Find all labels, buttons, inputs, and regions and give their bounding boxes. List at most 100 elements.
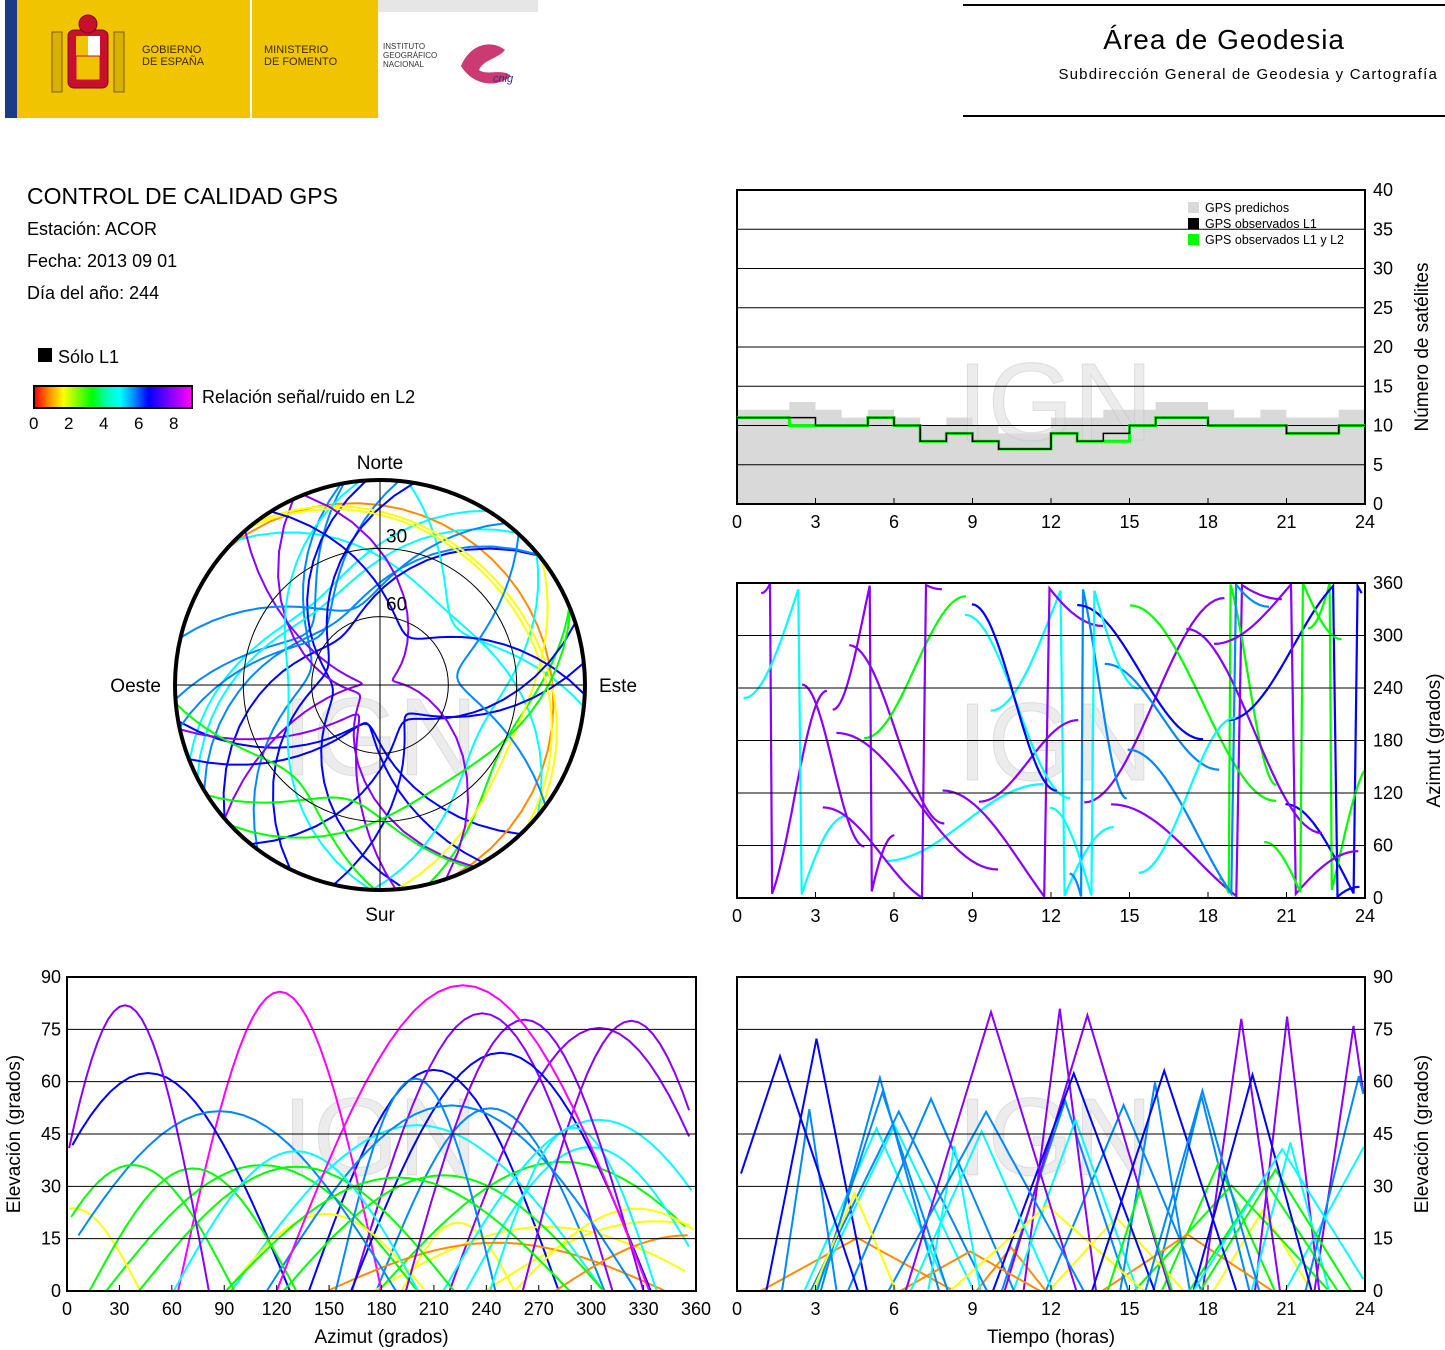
satellite-track [303, 493, 470, 880]
x-tick-label: 15 [1119, 512, 1139, 532]
satellite-track [326, 1241, 666, 1292]
legend-label: GPS observados L1 [1205, 217, 1317, 231]
satellite-track [407, 481, 585, 708]
west-label: Oeste [110, 676, 161, 697]
satellite-track [904, 1008, 1078, 1292]
y-tick-label: 180 [1373, 731, 1403, 751]
satellite-track [226, 502, 555, 878]
y-tick-label: 10 [1373, 416, 1393, 436]
y-tick-label: 300 [1373, 626, 1403, 646]
y-tick-label: 40 [1373, 180, 1393, 200]
satellite-track [864, 595, 967, 740]
x-tick-label: 6 [889, 512, 899, 532]
ign-watermark: IGN [957, 681, 1153, 804]
x-tick-label: 180 [366, 1299, 396, 1319]
y-tick-label: 0 [1373, 888, 1383, 908]
satellite-track [225, 1176, 571, 1292]
satellite-track [188, 509, 488, 761]
satellite-track [255, 505, 558, 817]
satellite-track [484, 1220, 690, 1292]
x-tick-label: 3 [810, 512, 820, 532]
date-label: Fecha: 2013 09 01 [27, 251, 178, 271]
area-subtitle: Subdirección General de Geodesia y Carto… [1058, 66, 1438, 83]
x-tick-label: 24 [1355, 906, 1375, 926]
x-tick-label: 270 [524, 1299, 554, 1319]
satellite-track [306, 479, 405, 890]
satellite-track [456, 533, 547, 807]
instituto-label: INSTITUTO GEOGRÁFICO NACIONAL [383, 42, 438, 69]
ministerio-logo-box: MINISTERIO DE FOMENTO [252, 0, 378, 118]
x-tick-label: 15 [1119, 906, 1139, 926]
area-title: Área de Geodesia [1103, 24, 1345, 55]
l1-only-label: Sólo L1 [58, 347, 120, 367]
satellite-track [849, 644, 945, 825]
x-tick-label: 60 [162, 1299, 182, 1319]
satellite-track [1186, 627, 1323, 835]
spain-flag-stripe [17, 0, 30, 118]
gobierno-label: GOBIERNO DE ESPAÑA [142, 44, 205, 68]
x-tick-label: 30 [109, 1299, 129, 1319]
spain-flag-strip [5, 0, 30, 118]
y-tick-label: 60 [41, 1072, 61, 1092]
satellite-track [1212, 1208, 1313, 1292]
satellite-track [1044, 1102, 1203, 1292]
x-tick-label: 24 [1355, 512, 1375, 532]
satellite-track [226, 1212, 427, 1292]
eu-flag-stripe [5, 0, 17, 118]
satellite-track [1091, 1067, 1238, 1292]
satellite-track [887, 1109, 1085, 1292]
north-label: Norte [357, 453, 403, 474]
satellite-track [203, 545, 539, 791]
x-tick-label: 0 [732, 906, 742, 926]
satellite-track [1201, 1018, 1281, 1292]
satellite-track [1127, 581, 1270, 897]
y-tick-label: 5 [1373, 455, 1383, 475]
satellite-track [990, 590, 1114, 897]
satellite-track [971, 603, 1057, 792]
y-tick-label: 60 [1373, 1072, 1393, 1092]
x-tick-label: 9 [967, 1299, 977, 1319]
satellite-track [138, 1165, 455, 1292]
satellite-track [1160, 1160, 1276, 1292]
satellite-track [1077, 603, 1204, 741]
satellite-track [350, 1012, 614, 1292]
ign-watermark: IGN [957, 1076, 1153, 1199]
satellite-track [180, 522, 506, 639]
y-tick-label: 45 [1373, 1124, 1393, 1144]
satellite-track [395, 558, 549, 891]
cnig-logo-icon: cnig [461, 44, 514, 85]
satellite-track [819, 1074, 940, 1292]
y-tick-label: 15 [1373, 376, 1393, 396]
satellite-track [1285, 581, 1363, 894]
y-axis-title: Azimut (grados) [1424, 673, 1445, 807]
sky-tracks [174, 479, 586, 891]
satellite-track [765, 1038, 868, 1292]
satellite-track [1138, 716, 1236, 874]
y-tick-label: 75 [41, 1019, 61, 1039]
satellite-track [1069, 589, 1128, 897]
header-rule-bottom [963, 115, 1445, 117]
x-tick-label: 21 [1276, 906, 1296, 926]
satellite-track [88, 1167, 298, 1292]
legend-label: GPS predichos [1205, 201, 1289, 215]
satellite-track [70, 1163, 236, 1292]
y-tick-label: 120 [1373, 783, 1403, 803]
satellite-track [836, 731, 999, 871]
x-tick-label: 9 [967, 512, 977, 532]
satellite-track [1199, 1167, 1353, 1292]
satellite-track [513, 1207, 695, 1292]
y-tick-label: 60 [1373, 836, 1393, 856]
y-tick-label: 360 [1373, 573, 1403, 593]
x-tick-label: 21 [1276, 512, 1296, 532]
satellite-track [1192, 1071, 1313, 1292]
satellite-track [400, 1221, 516, 1292]
satellite-track [554, 1234, 688, 1292]
y-tick-label: 75 [1373, 1019, 1393, 1039]
satellite-track [899, 1250, 1041, 1292]
x-tick-label: 240 [471, 1299, 501, 1319]
satellite-track [1022, 1008, 1097, 1292]
x-tick-label: 330 [629, 1299, 659, 1319]
x-tick-label: 0 [732, 512, 742, 532]
